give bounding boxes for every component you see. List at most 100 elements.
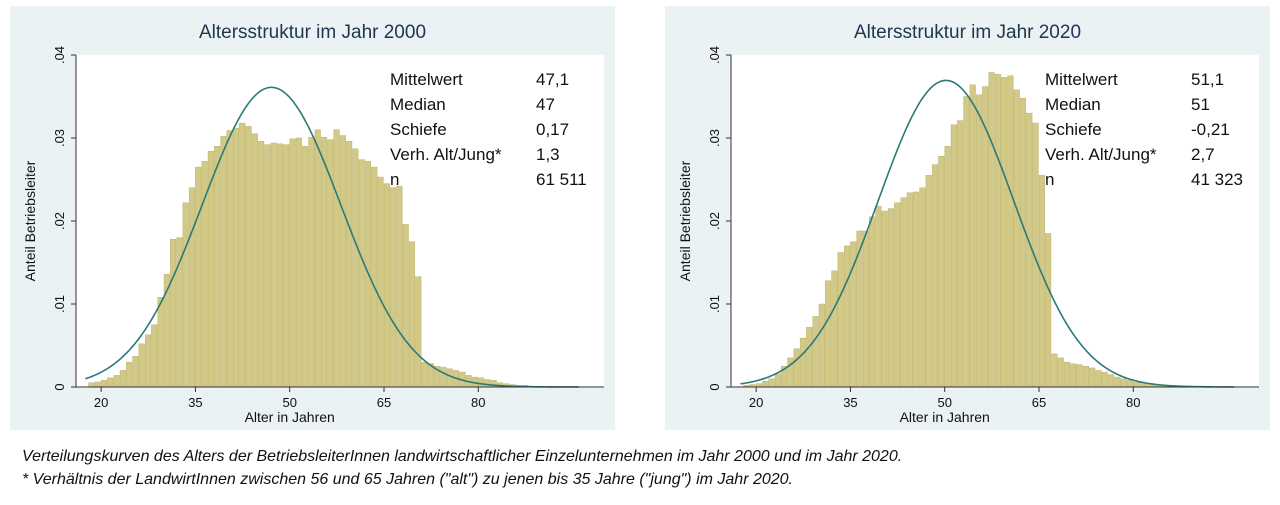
bar xyxy=(144,334,152,388)
y-tick-label: .03 xyxy=(707,129,722,147)
bar xyxy=(963,96,970,388)
bar xyxy=(925,175,932,388)
bar xyxy=(793,348,800,388)
bar xyxy=(1001,77,1008,388)
caption-line-1: Verteilungskurven des Alters der Betrieb… xyxy=(22,448,903,465)
bar xyxy=(478,377,485,388)
bar xyxy=(1101,371,1108,388)
bar xyxy=(994,73,1001,388)
bar xyxy=(1076,364,1083,388)
x-tick-label: 50 xyxy=(282,395,296,410)
bar xyxy=(170,239,177,388)
bar xyxy=(1007,75,1014,388)
bar xyxy=(396,185,403,388)
x-axis-title: Alter in Jahren xyxy=(245,409,335,425)
bar xyxy=(276,143,284,388)
bar xyxy=(176,237,183,388)
bar xyxy=(906,192,913,388)
bar xyxy=(1120,378,1127,388)
bar xyxy=(119,370,126,388)
y-tick-label: .04 xyxy=(707,46,722,64)
bar xyxy=(957,120,964,388)
bar xyxy=(812,316,819,388)
x-axis-title: Alter in Jahren xyxy=(900,409,990,425)
y-tick-label: .02 xyxy=(707,212,722,230)
x-tick-label: 20 xyxy=(94,395,108,410)
bar xyxy=(799,337,807,388)
stat-label: Median xyxy=(390,95,446,114)
bar xyxy=(875,205,882,388)
bar xyxy=(944,146,951,388)
y-tick-label: .01 xyxy=(52,295,67,313)
stat-value: 0,17 xyxy=(536,120,569,139)
chart-panel-2020: Altersstruktur im Jahr 2020 0 .01 .02 .03 .0… xyxy=(665,6,1270,430)
stat-label: Verh. Alt/Jung* xyxy=(1045,145,1157,164)
bar xyxy=(887,208,895,388)
bar xyxy=(950,124,957,388)
bar xyxy=(818,303,825,388)
bar xyxy=(320,136,328,388)
bar xyxy=(421,361,428,388)
bar xyxy=(226,130,233,388)
stat-label: Mittelwert xyxy=(390,70,463,89)
bar xyxy=(408,241,416,388)
stat-value: 61 511 xyxy=(536,170,587,189)
chart-panel-2000: Altersstruktur im Jahr 2000 0 .01 .02 .03 .0… xyxy=(10,6,615,430)
bar xyxy=(132,356,139,388)
x-tick-label: 50 xyxy=(937,395,951,410)
bar xyxy=(245,126,252,388)
bar xyxy=(1114,376,1121,388)
normal-curve xyxy=(740,79,1234,388)
bar xyxy=(988,72,995,388)
bar xyxy=(339,135,346,388)
y-tick-label: .04 xyxy=(52,46,67,64)
bar xyxy=(239,122,246,388)
stat-value: 2,7 xyxy=(1191,145,1215,164)
bar xyxy=(195,166,202,388)
bar xyxy=(843,245,851,388)
bar xyxy=(1045,233,1052,388)
bar xyxy=(1038,175,1045,388)
bar xyxy=(1051,353,1058,388)
bar xyxy=(1013,89,1020,388)
bar xyxy=(157,297,164,388)
bar xyxy=(358,159,365,388)
bar xyxy=(94,381,101,388)
stat-label: n xyxy=(1045,170,1054,189)
bar xyxy=(446,368,453,388)
bar xyxy=(1063,361,1071,388)
stat-value: 41 323 xyxy=(1191,170,1243,189)
bar xyxy=(346,141,353,388)
bar xyxy=(919,187,926,388)
bar xyxy=(1026,112,1033,388)
normal-curve xyxy=(85,86,579,388)
figure-caption: Verteilungskurven des Alters der Betrieb… xyxy=(22,445,1262,491)
bar xyxy=(314,129,321,388)
bar xyxy=(1082,366,1089,388)
stat-value: -0,21 xyxy=(1191,120,1230,139)
stat-label: n xyxy=(390,170,399,189)
bar xyxy=(1089,367,1096,388)
y-tick-label: .03 xyxy=(52,129,67,147)
stat-label: Schiefe xyxy=(390,120,447,139)
bars xyxy=(743,72,1209,388)
stat-value: 47 xyxy=(536,95,555,114)
x-tick-label: 65 xyxy=(1032,395,1046,410)
bar xyxy=(931,164,939,388)
y-tick-label: 0 xyxy=(707,383,722,390)
bar xyxy=(100,380,108,388)
bar xyxy=(969,84,976,388)
stat-label: Verh. Alt/Jung* xyxy=(390,145,502,164)
bar xyxy=(938,156,945,388)
chart-title: Altersstruktur im Jahr 2020 xyxy=(853,22,1082,43)
histogram-2000: 0 .01 .02 .03 .04 20 35 50 65 80 Alter in Jahren An… xyxy=(22,46,604,425)
bar xyxy=(768,378,775,388)
bar xyxy=(188,187,196,388)
bar xyxy=(270,142,277,388)
bar xyxy=(440,366,447,388)
bar xyxy=(283,144,290,388)
stat-value: 1,3 xyxy=(536,145,560,164)
stat-label: Mittelwert xyxy=(1045,70,1118,89)
bar xyxy=(1070,363,1077,388)
y-tick-label: .01 xyxy=(707,295,722,313)
